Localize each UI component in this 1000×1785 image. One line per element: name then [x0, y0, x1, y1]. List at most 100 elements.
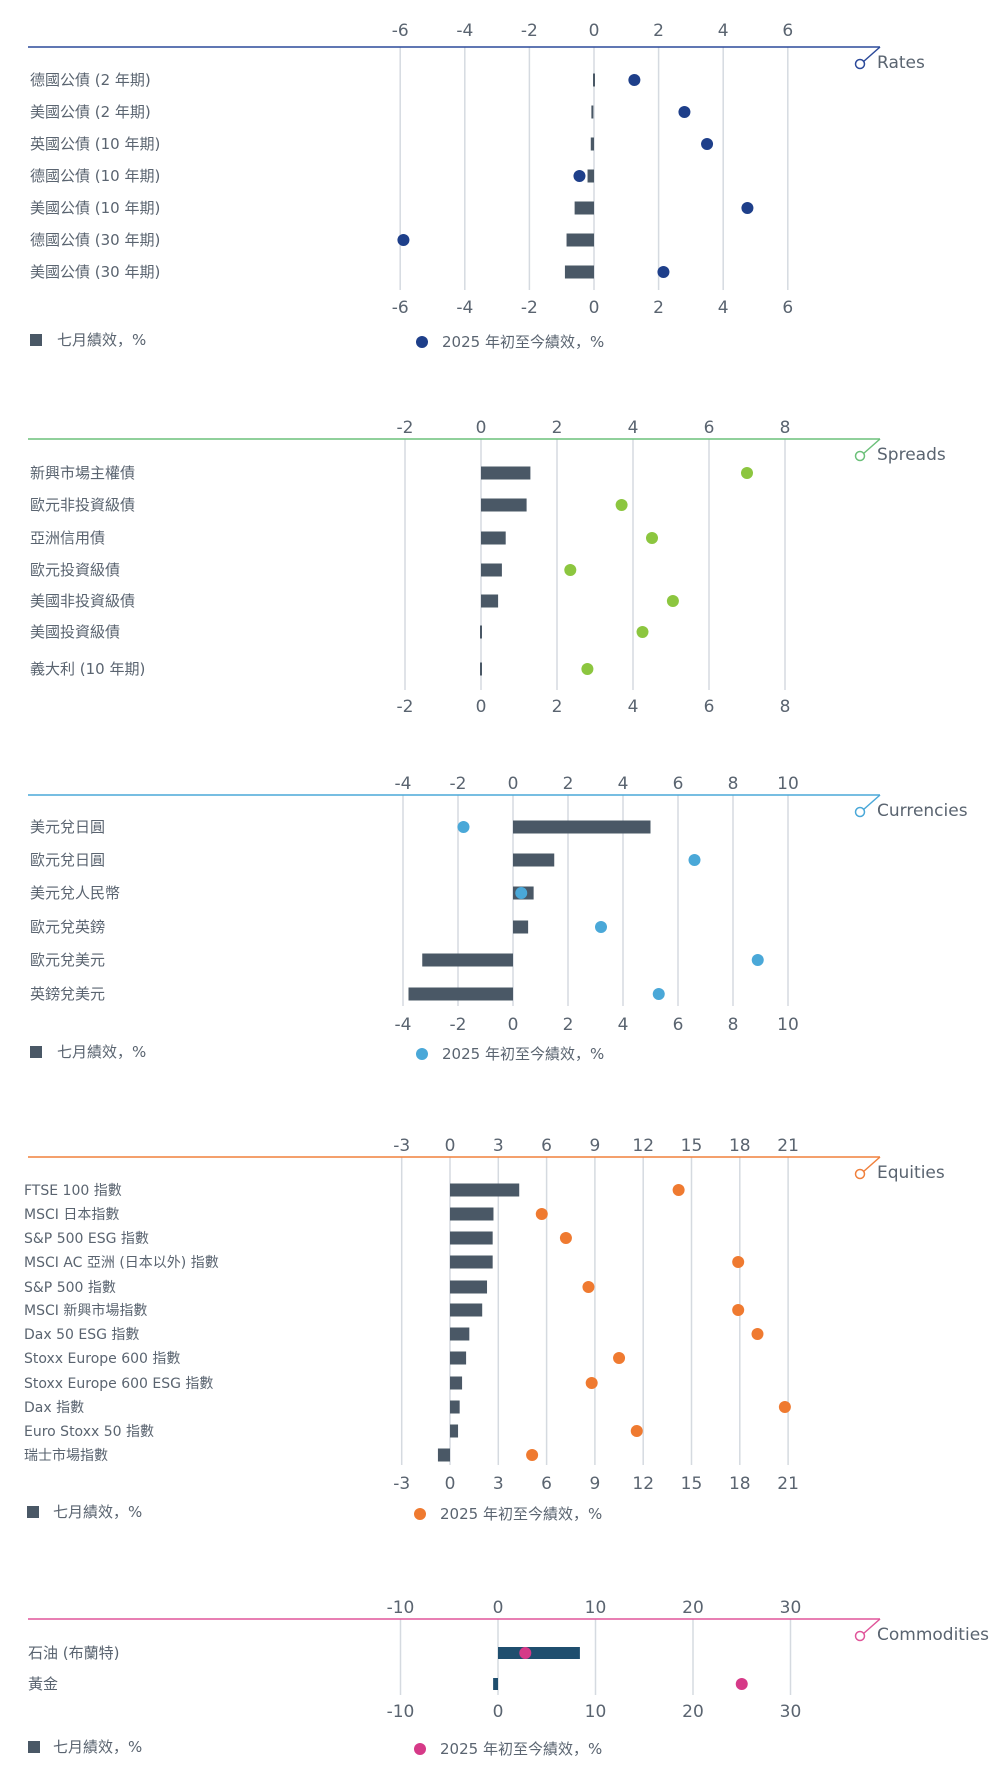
legend-dot-label: 2025 年初至今績效，%	[442, 1045, 604, 1063]
bottom-tick-label: 6	[541, 1474, 552, 1494]
category-label: 美國投資級債	[30, 623, 120, 641]
dot-mark	[585, 1377, 598, 1389]
bar-mark	[566, 233, 594, 247]
section-title: Spreads	[877, 445, 946, 465]
bottom-tick-label: 0	[445, 1474, 456, 1494]
category-label: 德國公債 (2 年期)	[30, 71, 151, 89]
legend-dot-label: 2025 年初至今績效，%	[442, 333, 604, 351]
dot-mark	[751, 1328, 764, 1340]
category-label: MSCI AC 亞洲 (日本以外) 指數	[24, 1255, 219, 1271]
category-label: 歐元兌英鎊	[30, 918, 105, 936]
chart-currencies: -4 -4 -2 -2 0 0 2 2 4 4 6 6 8 8 10 10 Currencies 美元兌日圓歐元兌…	[28, 774, 968, 1063]
dot-mark	[595, 921, 607, 933]
dot-mark	[628, 74, 641, 86]
dot-mark	[652, 988, 665, 1000]
top-tick-label: -2	[521, 21, 538, 41]
header-rule-slant	[862, 1156, 881, 1173]
top-tick-label: 12	[632, 1136, 654, 1156]
top-tick-label: 6	[704, 418, 715, 438]
legend-dot-icon	[416, 336, 428, 348]
category-label: 瑞士市場指數	[24, 1447, 108, 1464]
bar-mark	[450, 1183, 520, 1197]
category-label: Dax 50 ESG 指數	[24, 1327, 139, 1343]
bottom-tick-label: 4	[718, 298, 729, 318]
category-label: Euro Stoxx 50 指數	[24, 1424, 154, 1440]
bottom-tick-label: 8	[780, 697, 791, 717]
top-tick-label: 6	[782, 21, 793, 41]
category-label: S&P 500 ESG 指數	[24, 1231, 149, 1247]
category-label: 英國公債 (10 年期)	[30, 135, 160, 153]
section-title: Currencies	[877, 801, 968, 821]
category-label: 新興市場主權債	[30, 464, 135, 482]
top-tick-label: 4	[618, 774, 629, 794]
header-rule-slant	[862, 1618, 881, 1635]
chart-equities: -3 -3 0 0 3 3 6 6 9 9 12 12 15 15 18 18 21 21 Equities FTSE…	[24, 1136, 945, 1523]
category-label: MSCI 日本指數	[24, 1207, 119, 1223]
dot-mark	[630, 1425, 643, 1437]
bar-mark	[591, 105, 594, 119]
header-rule-slant	[862, 438, 881, 455]
dot-mark	[732, 1256, 745, 1268]
top-tick-label: 3	[493, 1136, 504, 1156]
header-ring-icon	[854, 450, 866, 462]
bar-mark	[450, 1303, 483, 1317]
bottom-tick-label: 0	[476, 697, 487, 717]
bottom-tick-label: 0	[493, 1702, 504, 1722]
bar-mark	[480, 625, 482, 639]
bottom-tick-label: -2	[521, 298, 538, 318]
dot-mark	[741, 202, 754, 214]
top-tick-label: 6	[541, 1136, 552, 1156]
bottom-tick-label: -4	[395, 1015, 412, 1035]
top-tick-label: 18	[729, 1136, 751, 1156]
bottom-tick-label: 0	[508, 1015, 519, 1035]
bar-mark	[437, 1448, 450, 1462]
category-label: 歐元兌日圓	[30, 851, 105, 869]
dot-mark	[526, 1449, 539, 1461]
top-tick-label: 9	[589, 1136, 600, 1156]
dot-mark	[559, 1232, 572, 1244]
bar-mark	[450, 1400, 460, 1414]
bar-mark	[481, 498, 527, 512]
top-tick-label: 30	[780, 1598, 802, 1618]
bar-mark	[480, 662, 482, 676]
bar-mark	[408, 987, 513, 1001]
bar-mark	[450, 1424, 459, 1438]
category-label: 美國公債 (10 年期)	[30, 199, 160, 217]
legend-bar-label: 七月績效，%	[57, 1043, 146, 1061]
bar-mark	[450, 1351, 467, 1365]
bottom-tick-label: 6	[704, 697, 715, 717]
legend-bar-label: 七月績效，%	[57, 331, 146, 349]
bar-mark	[450, 1376, 463, 1390]
top-tick-label: -10	[387, 1598, 415, 1618]
dot-mark	[666, 595, 679, 607]
top-tick-label: 0	[508, 774, 519, 794]
top-tick-label: -4	[395, 774, 412, 794]
bottom-tick-label: -3	[393, 1474, 410, 1494]
category-label: 歐元兌美元	[30, 951, 105, 969]
bar-mark	[481, 466, 531, 480]
bar-mark	[481, 531, 506, 545]
section-title: Commodities	[877, 1625, 989, 1645]
top-tick-label: 4	[628, 418, 639, 438]
bottom-tick-label: 10	[585, 1702, 607, 1722]
bottom-tick-label: 12	[632, 1474, 654, 1494]
legend-square-icon	[30, 1046, 42, 1058]
top-tick-label: -2	[397, 418, 414, 438]
bottom-tick-label: 2	[653, 298, 664, 318]
top-tick-label: 8	[728, 774, 739, 794]
bar-mark	[498, 1647, 580, 1659]
bottom-tick-label: 20	[682, 1702, 704, 1722]
category-label: 歐元投資級債	[30, 561, 120, 579]
section-title: Equities	[877, 1163, 945, 1183]
top-tick-label: -2	[450, 774, 467, 794]
category-label: 義大利 (10 年期)	[30, 660, 145, 678]
top-tick-label: 6	[673, 774, 684, 794]
bottom-tick-label: 4	[628, 697, 639, 717]
category-label: Stoxx Europe 600 指數	[24, 1351, 180, 1367]
dot-mark	[582, 1281, 595, 1293]
dot-mark	[515, 887, 528, 899]
legend-dot-label: 2025 年初至今績效，%	[440, 1505, 602, 1523]
legend-square-icon	[28, 1741, 40, 1753]
chart-commodities: -10 -10 0 0 10 10 20 20 30 30 Commodities 石油 (布蘭特) 黃…	[28, 1598, 989, 1758]
